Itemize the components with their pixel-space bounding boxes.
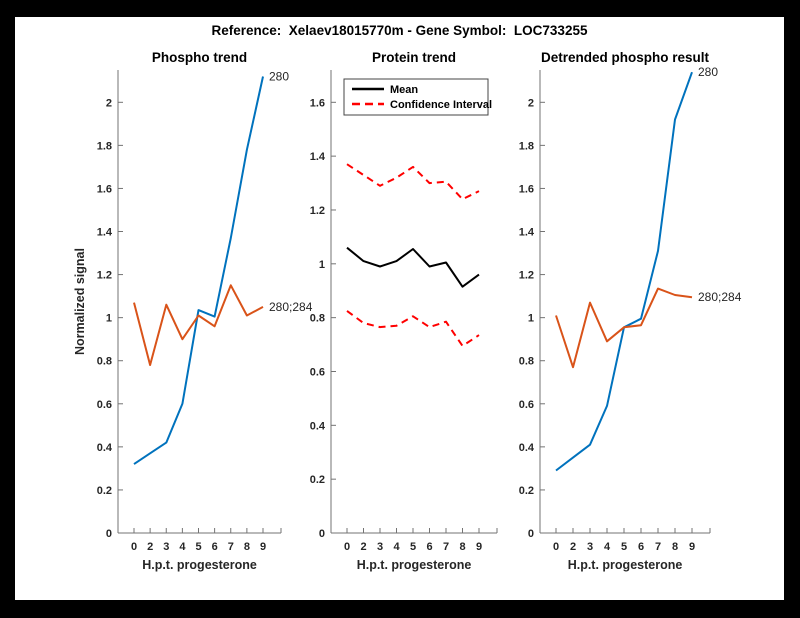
series-end-label-280-284: 280;284 [698,290,742,304]
x-tick-label: 8 [459,541,465,553]
y-tick-label: 0.6 [519,399,534,411]
legend-entry-label-mean: Mean [390,84,418,96]
x-tick-label: 4 [179,541,186,553]
y-tick-label: 1 [106,313,112,325]
x-tick-label: 4 [604,541,611,553]
y-tick-label: 1.8 [519,140,534,152]
y-tick-label: 1.2 [519,270,534,282]
x-tick-label: 5 [195,541,201,553]
y-tick-label: 2 [106,97,112,109]
x-tick-label: 4 [393,541,400,553]
x-tick-label: 2 [360,541,366,553]
x-tick-label: 6 [426,541,432,553]
x-tick-label: 6 [212,541,218,553]
y-tick-label: 1.6 [519,183,534,195]
y-tick-label: 1.6 [97,183,112,195]
x-axis-title: H.p.t. progesterone [568,558,683,572]
subplot-title: Phospho trend [152,50,247,65]
x-tick-label: 3 [587,541,593,553]
x-tick-label: 7 [443,541,449,553]
x-tick-label: 3 [377,541,383,553]
y-tick-label: 1.4 [519,227,535,239]
x-tick-label: 3 [163,541,169,553]
x-tick-label: 5 [410,541,416,553]
series-line-ci-lower [346,310,480,347]
series-line-280 [555,71,693,472]
series-line-ci-upper [346,163,480,201]
legend-box [343,78,489,116]
subplot-title: Detrended phospho result [541,50,710,65]
y-tick-label: 0.8 [310,313,325,325]
series-line-mean [346,246,480,288]
y-tick-label: 0.2 [97,485,112,497]
y-tick-label: 1.2 [97,270,112,282]
y-tick-label: 0.8 [97,356,112,368]
y-tick-label: 0.2 [519,485,534,497]
x-tick-label: 0 [131,541,137,553]
x-tick-label: 7 [228,541,234,553]
series-line-280-284 [133,284,264,366]
x-axis-title: H.p.t. progesterone [142,558,257,572]
y-tick-label: 1.6 [310,97,325,109]
series-line-280 [133,76,264,465]
figure-title: Reference: Xelaev18015770m - Gene Symbol… [211,23,588,38]
x-tick-label: 0 [344,541,350,553]
x-tick-label: 2 [147,541,153,553]
y-tick-label: 0.4 [310,420,326,432]
y-tick-label: 0.6 [97,399,112,411]
series-end-label-280: 280 [698,65,718,79]
x-axis-title: H.p.t. progesterone [357,558,472,572]
x-tick-label: 9 [689,541,695,553]
x-tick-label: 7 [655,541,661,553]
matlab-figure-canvas: Reference: Xelaev18015770m - Gene Symbol… [15,17,784,600]
series-end-label-280: 280 [269,69,289,83]
x-tick-label: 5 [621,541,627,553]
y-tick-label: 0.4 [97,442,113,454]
y-tick-label: 0 [528,528,534,540]
x-tick-label: 6 [638,541,644,553]
y-tick-label: 1.4 [97,227,113,239]
series-line-280-284 [555,287,693,369]
y-tick-label: 0.6 [310,366,325,378]
x-tick-label: 8 [244,541,250,553]
y-tick-label: 1.4 [310,151,326,163]
y-tick-label: 0 [319,528,325,540]
y-tick-label: 0 [106,528,112,540]
y-tick-label: 0.8 [519,356,534,368]
subplot-title: Protein trend [372,50,456,65]
y-tick-label: 1.2 [310,205,325,217]
x-tick-label: 2 [570,541,576,553]
subplots-svg: 00.20.40.60.811.21.41.61.820 2 3 4 5 6 7 8 9Phos… [73,50,742,572]
y-tick-label: 1 [528,313,534,325]
y-tick-label: 2 [528,97,534,109]
y-tick-label: 0.4 [519,442,535,454]
y-tick-label: 1 [319,259,325,271]
y-axis-title: Normalized signal [73,248,87,355]
x-tick-label: 9 [476,541,482,553]
x-tick-label: 8 [672,541,678,553]
x-tick-label: 0 [553,541,559,553]
series-end-label-280-284: 280;284 [269,300,313,314]
legend-entry-label-confidence-interval: Confidence Interval [390,99,492,111]
y-tick-label: 0.2 [310,474,325,486]
x-tick-label: 9 [260,541,266,553]
y-tick-label: 1.8 [97,140,112,152]
